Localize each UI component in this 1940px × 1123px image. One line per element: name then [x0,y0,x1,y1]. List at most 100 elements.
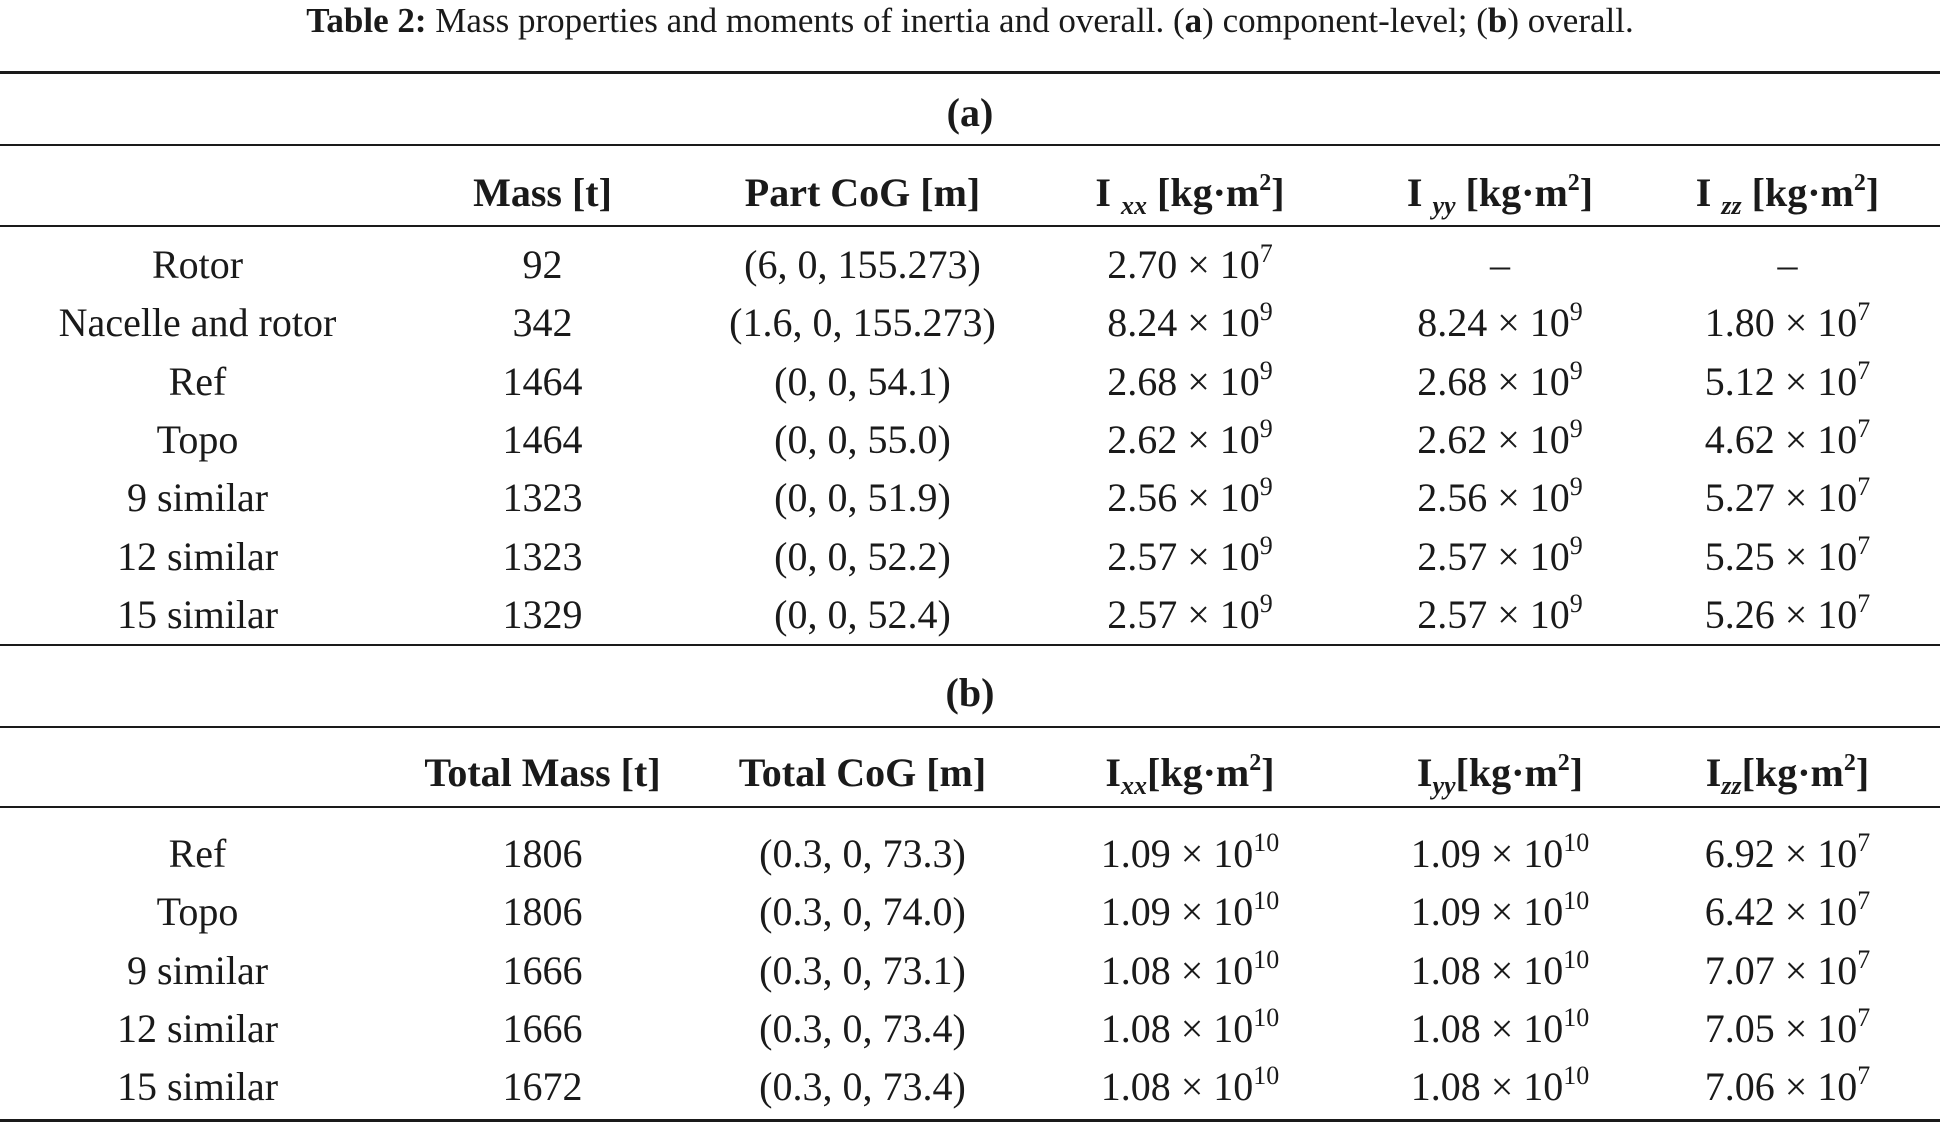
section-a-bottom-rule [0,644,1940,646]
table-row: 9 similar 1323 (0, 0, 51.9) 2.56 × 109 2.56 … [0,469,1940,527]
row-label: Topo [156,416,239,462]
ixx-cell: 1.09 × 1010 [1100,886,1280,935]
cog-cell: (0, 0, 51.9) [774,475,951,521]
iyy-cell: 1.08 × 1010 [1410,944,1590,993]
ixx-cell: 1.08 × 1010 [1100,1061,1280,1110]
mass-cell: 1323 [502,475,583,521]
section-b-header-rule [0,806,1940,808]
mass-cell: 1323 [502,533,583,579]
iyy-cell: 1.08 × 1010 [1410,1061,1590,1110]
mass-cell: 1666 [502,1005,583,1051]
cog-cell: (0, 0, 52.2) [774,533,951,579]
ixx-cell: 2.57 × 109 [1107,588,1273,637]
iyy-cell: 2.56 × 109 [1417,472,1583,521]
table-row: Topo 1464 (0, 0, 55.0) 2.62 × 109 2.62 × 109… [0,411,1940,469]
table-row: Rotor 92 (6, 0, 155.273) 2.70 × 107 – – [0,236,1940,294]
iyy-cell: 1.09 × 1010 [1410,828,1590,877]
mass-cell: 1666 [502,947,583,993]
table-caption: Table 2: Mass properties and moments of … [0,0,1940,42]
izz-cell: 7.06 × 107 [1704,1061,1871,1110]
header-total-mass: Total Mass [t] [424,750,661,795]
header-total-cog: Total CoG [m] [738,750,987,795]
section-b-label: (b) [945,670,995,715]
caption-b: b [1487,1,1508,40]
izz-cell: 5.27 × 107 [1704,472,1871,521]
header-izz: Izz[kg·m2] [1705,750,1870,800]
table-row: Topo 1806 (0.3, 0, 74.0) 1.09 × 1010 1.09 × … [0,883,1940,941]
mass-cell: 92 [522,242,563,287]
section-a-rule [0,144,1940,146]
ixx-cell: 2.56 × 109 [1107,472,1273,521]
izz-cell: 6.92 × 107 [1704,828,1871,877]
izz-cell: 5.12 × 107 [1704,355,1871,404]
ixx-cell: 8.24 × 109 [1107,297,1273,346]
cog-cell: (0.3, 0, 73.4) [759,1005,966,1051]
caption-text-3: ) overall. [1507,1,1634,40]
ixx-cell: 1.09 × 1010 [1100,828,1280,877]
ixx-cell: 2.57 × 109 [1107,530,1273,579]
header-mass: Mass [t] [473,170,612,215]
section-b-header-row: Total Mass [t] Total CoG [m] Ixx[kg·m2] … [0,744,1940,802]
row-label: 9 similar [126,947,269,993]
izz-cell: 7.05 × 107 [1704,1002,1871,1051]
iyy-cell: 2.57 × 109 [1417,530,1583,579]
table-row: 15 similar 1329 (0, 0, 52.4) 2.57 × 109 2.57… [0,586,1940,644]
cog-cell: (0, 0, 55.0) [774,416,951,462]
bottom-rule [0,1119,1940,1122]
ixx-cell: 2.68 × 109 [1107,355,1273,404]
cog-cell: (0.3, 0, 73.1) [759,947,966,993]
header-iyy: Iyy[kg·m2] [1416,750,1584,800]
caption-label: Table 2: [306,1,427,40]
iyy-cell: 1.08 × 1010 [1410,1002,1590,1051]
izz-cell: – [1777,242,1798,287]
header-iyy: I yy [kg·m2] [1406,170,1594,220]
iyy-cell: – [1490,242,1510,287]
izz-cell: 1.80 × 107 [1704,297,1871,346]
section-b-rule [0,726,1940,728]
ixx-cell: 1.08 × 1010 [1100,944,1280,993]
cog-cell: (6, 0, 155.273) [744,242,981,287]
izz-cell: 6.42 × 107 [1704,886,1871,935]
table-row: 15 similar 1672 (0.3, 0, 73.4) 1.08 × 1010 1… [0,1058,1940,1116]
row-label: Ref [168,831,227,876]
row-label: 12 similar [116,1005,279,1051]
table-row: 12 similar 1666 (0.3, 0, 73.4) 1.08 × 1010 1… [0,1000,1940,1058]
row-label: Ref [168,358,227,404]
mass-cell: 1464 [502,416,583,462]
mass-cell: 1672 [502,1064,583,1110]
ixx-cell: 1.08 × 1010 [1100,1002,1280,1051]
ixx-cell: 2.62 × 109 [1107,413,1273,462]
mass-cell: 1464 [502,358,583,404]
iyy-cell: 2.62 × 109 [1417,413,1583,462]
row-label: Rotor [151,242,244,287]
header-ixx: Ixx[kg·m2] [1105,750,1275,800]
mass-cell: 1329 [502,591,583,637]
table-row: Ref 1806 (0.3, 0, 73.3) 1.09 × 1010 1.09 × 1… [0,825,1940,883]
header-cog: Part CoG [m] [744,170,981,215]
cog-cell: (0.3, 0, 73.4) [759,1064,966,1110]
cog-cell: (0, 0, 52.4) [774,591,951,637]
iyy-cell: 8.24 × 109 [1417,297,1583,346]
caption-text-1: Mass properties and moments of inertia a… [426,1,1185,40]
mass-cell: 1806 [502,831,583,876]
header-izz: I zz [kg·m2] [1695,170,1880,220]
section-a-header-row: Mass [t] Part CoG [m] I xx [kg·m2] I yy … [0,164,1940,222]
table-row: Nacelle and rotor 342 (1.6, 0, 155.273) 8.2… [0,294,1940,352]
izz-cell: 5.26 × 107 [1704,588,1871,637]
table-row: Ref 1464 (0, 0, 54.1) 2.68 × 109 2.68 × 109 5… [0,353,1940,411]
iyy-cell: 1.09 × 1010 [1410,886,1590,935]
cog-cell: (1.6, 0, 155.273) [729,300,996,346]
caption-text-2: ) component-level; ( [1202,1,1488,40]
mass-cell: 342 [512,300,573,346]
section-a-header-rule [0,225,1940,227]
caption-a: a [1184,1,1203,40]
iyy-cell: 2.68 × 109 [1417,355,1583,404]
mass-cell: 1806 [502,889,583,935]
izz-cell: 4.62 × 107 [1704,413,1871,462]
table-row: 9 similar 1666 (0.3, 0, 73.1) 1.08 × 1010 1.… [0,942,1940,1000]
row-label: 12 similar [116,533,279,579]
cog-cell: (0.3, 0, 73.3) [759,831,966,876]
row-label: Nacelle and rotor [58,300,337,346]
izz-cell: 7.07 × 107 [1704,944,1871,993]
header-ixx: I xx [kg·m2] [1095,170,1285,220]
